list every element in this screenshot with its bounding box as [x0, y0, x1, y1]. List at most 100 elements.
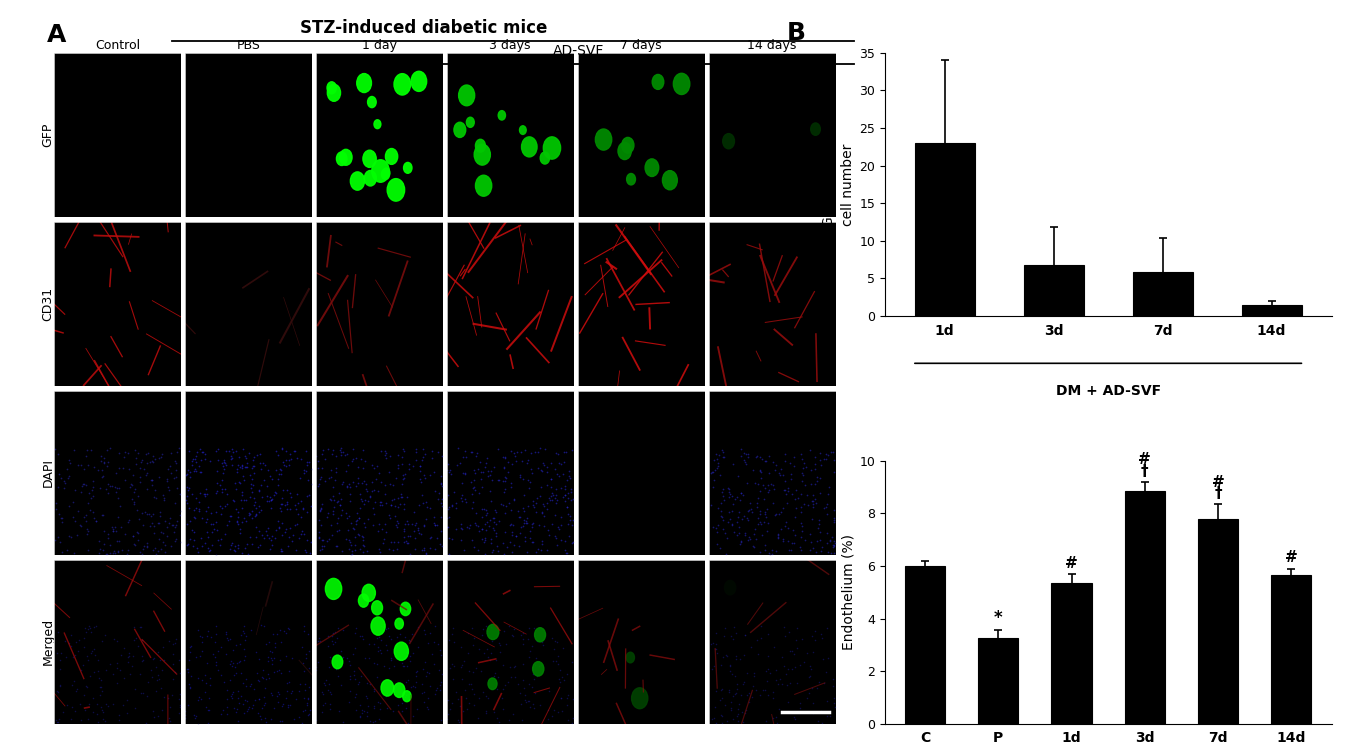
Point [445, 686, 467, 698]
Point [405, 454, 426, 466]
Point [416, 547, 437, 559]
Point [195, 677, 217, 689]
Point [464, 484, 486, 496]
Point [342, 455, 363, 467]
Point [498, 676, 519, 688]
Point [98, 700, 120, 712]
Point [404, 525, 425, 537]
Point [175, 469, 196, 481]
Point [358, 513, 379, 526]
Point [83, 461, 105, 473]
Point [258, 495, 280, 507]
Point [554, 480, 576, 492]
Point [413, 697, 434, 709]
Point [383, 510, 405, 523]
Point [494, 462, 515, 474]
Point [799, 671, 820, 683]
Point [222, 446, 243, 458]
Point [100, 658, 121, 670]
Point [83, 643, 105, 655]
Point [348, 711, 370, 723]
Circle shape [358, 594, 369, 607]
Point [223, 495, 245, 507]
Point [551, 706, 573, 718]
Point [516, 511, 538, 523]
Point [122, 468, 144, 480]
Point [755, 455, 776, 467]
Point [160, 715, 182, 727]
Point [95, 547, 117, 559]
Point [516, 546, 538, 558]
Point [86, 620, 108, 632]
Point [444, 660, 465, 672]
Point [114, 474, 136, 486]
Point [764, 508, 785, 520]
Point [316, 511, 338, 523]
Point [339, 479, 360, 491]
Point [250, 710, 272, 722]
Point [350, 700, 371, 712]
Point [822, 539, 843, 551]
Circle shape [371, 601, 382, 615]
Point [788, 492, 810, 504]
Point [476, 625, 498, 637]
Point [196, 657, 218, 670]
Point [270, 543, 292, 555]
Point [233, 706, 254, 719]
Point [196, 532, 218, 544]
Point [367, 696, 389, 708]
Point [787, 622, 808, 634]
Point [70, 713, 91, 725]
Point [394, 498, 416, 510]
Point [387, 515, 409, 527]
Point [109, 714, 130, 726]
Point [748, 518, 769, 530]
Point [428, 664, 449, 676]
Point [67, 505, 89, 517]
Point [508, 540, 530, 552]
Point [260, 645, 281, 657]
Point [243, 467, 265, 480]
Point [63, 705, 85, 717]
Point [463, 481, 484, 493]
Point [178, 699, 199, 711]
Point [391, 478, 413, 490]
Point [713, 630, 734, 642]
Point [502, 529, 523, 541]
Point [737, 514, 759, 526]
Point [537, 523, 558, 535]
Point [781, 537, 803, 549]
Bar [1198, 519, 1239, 724]
Point [299, 455, 320, 467]
Point [522, 495, 543, 507]
Point [149, 451, 171, 463]
Point [430, 477, 452, 489]
Point [296, 456, 317, 468]
Point [398, 463, 420, 475]
Point [822, 446, 843, 458]
Point [253, 664, 274, 676]
Point [379, 633, 401, 645]
Point [464, 632, 486, 644]
Point [420, 469, 441, 481]
Point [518, 679, 539, 691]
Point [319, 532, 340, 544]
Point [143, 508, 164, 520]
Point [136, 469, 157, 481]
Point [518, 454, 539, 466]
Point [703, 455, 725, 467]
Point [277, 699, 299, 711]
Point [745, 532, 767, 544]
Point [413, 519, 434, 531]
Point [320, 471, 342, 483]
Point [545, 489, 566, 501]
Point [476, 516, 498, 528]
Point [488, 545, 510, 557]
Point [808, 513, 830, 526]
Point [238, 507, 260, 520]
Point [554, 544, 576, 556]
Point [256, 495, 277, 507]
Point [159, 483, 180, 495]
Point [469, 466, 491, 478]
Point [182, 459, 203, 471]
